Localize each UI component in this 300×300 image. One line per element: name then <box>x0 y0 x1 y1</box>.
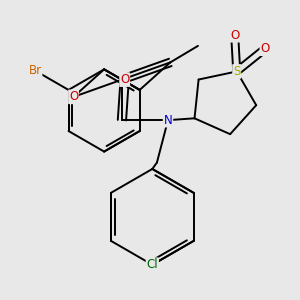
Text: S: S <box>233 65 240 78</box>
Text: Cl: Cl <box>146 258 158 271</box>
Text: N: N <box>164 114 172 127</box>
Text: O: O <box>230 29 239 42</box>
Text: O: O <box>260 42 270 55</box>
Text: Br: Br <box>28 64 42 77</box>
Text: O: O <box>120 73 129 86</box>
Text: O: O <box>69 90 78 104</box>
